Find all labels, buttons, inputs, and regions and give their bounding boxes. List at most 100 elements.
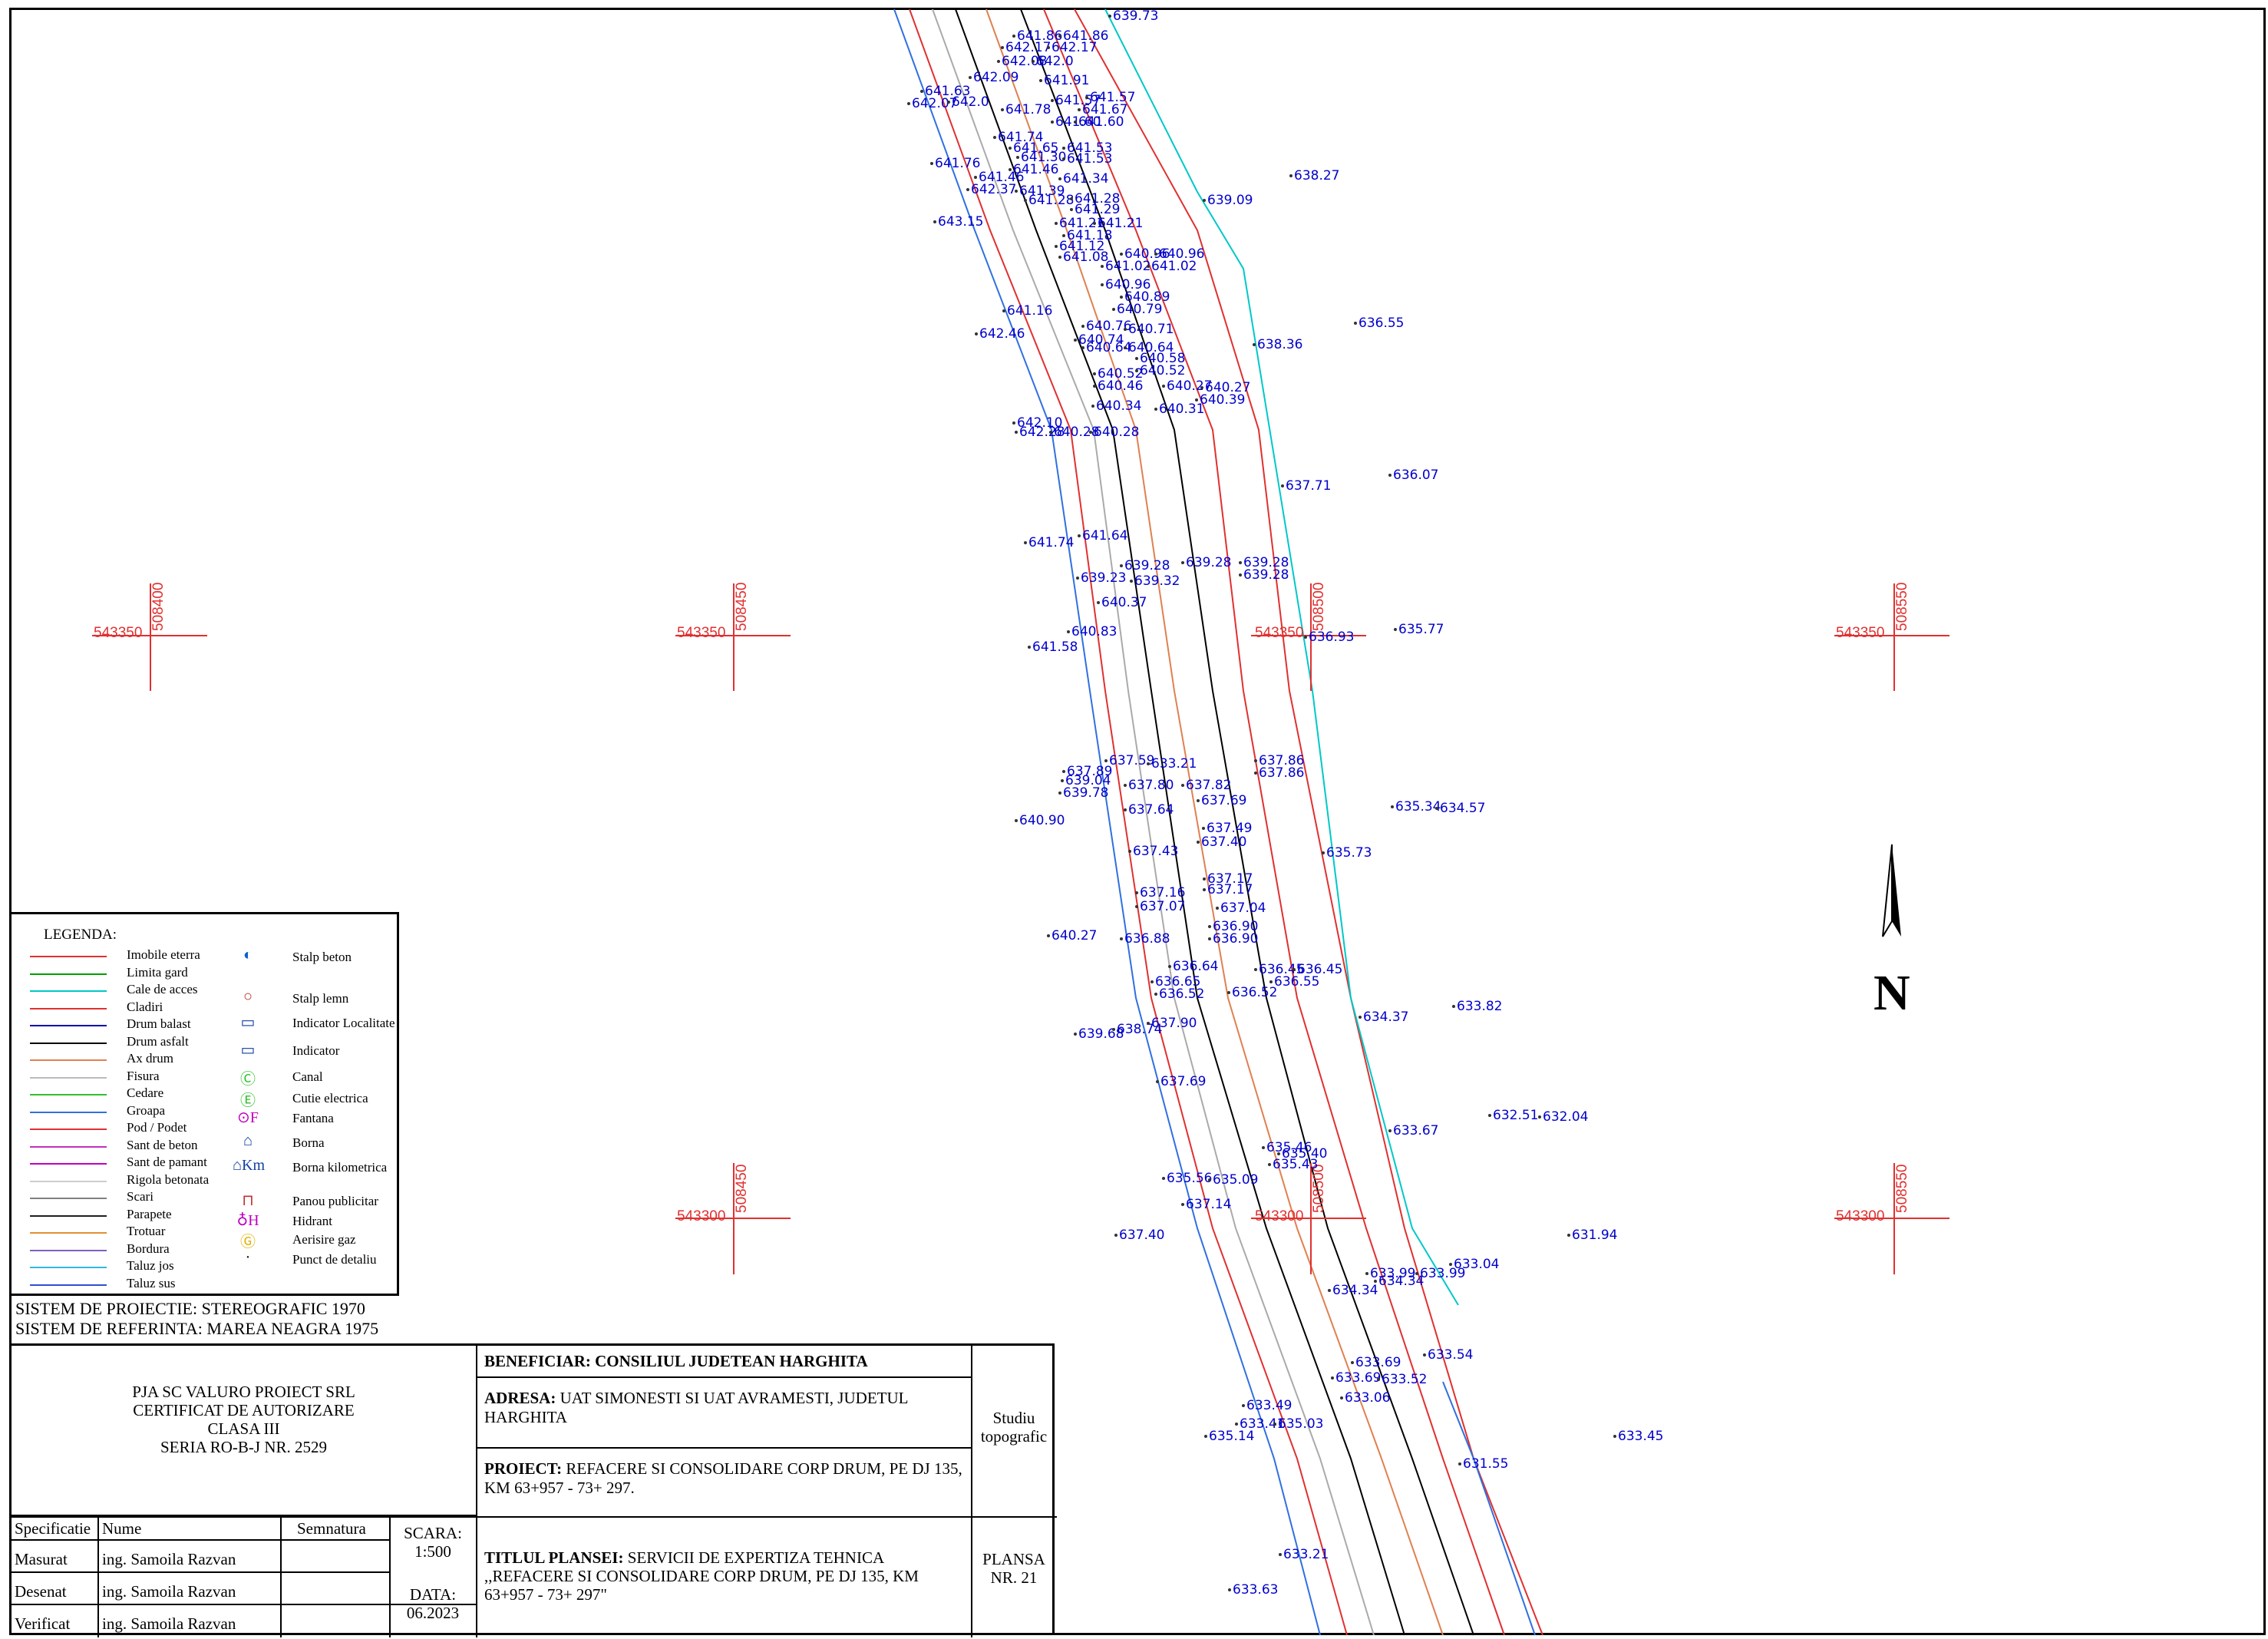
legend-line-swatch xyxy=(30,1214,107,1217)
legend-line-swatch xyxy=(30,1267,107,1268)
detail-point-marker xyxy=(1452,1005,1455,1008)
detail-point-marker xyxy=(1328,1289,1331,1292)
grid-northing-label: 543350 xyxy=(1255,625,1303,641)
spot-height-label: 636.55 xyxy=(1358,316,1404,331)
row-name: ing. Samoila Razvan xyxy=(102,1582,236,1601)
spot-height-label: 641.74 xyxy=(998,130,1043,145)
legend-symbol-label: Stalp beton xyxy=(292,950,352,964)
sign-icon: ▭ xyxy=(240,1042,256,1059)
detail-point-marker xyxy=(1015,819,1018,822)
signature-table: Specificatie Nume Semnatura Masurat ing.… xyxy=(12,1516,476,1637)
spot-height-label: 640.76 xyxy=(1086,319,1131,334)
spot-height-label: 638.74 xyxy=(1117,1022,1162,1037)
detail-point-marker xyxy=(1074,121,1077,124)
wooden-pole-icon: ○ xyxy=(243,988,253,1005)
detail-point-marker xyxy=(1388,1129,1392,1132)
spot-height-label: 633.41 xyxy=(1240,1416,1285,1432)
spot-height-label: 640.27 xyxy=(1051,928,1097,943)
spot-height-label: 640.28 xyxy=(1054,425,1099,440)
row-spec: Verificat xyxy=(15,1614,71,1633)
plate-number: PLANSA NR. 21 xyxy=(982,1550,1045,1587)
detail-point-marker xyxy=(1081,325,1084,328)
detail-point-marker xyxy=(1124,808,1127,811)
detail-point-marker xyxy=(1322,851,1325,854)
legend-line-swatch xyxy=(30,1076,107,1079)
spot-height-label: 642.17 xyxy=(1005,40,1051,55)
detail-point-marker xyxy=(1435,807,1438,810)
rigola-right xyxy=(1043,8,1505,1636)
detail-point-marker xyxy=(1154,408,1157,411)
hydrant-icon: ♁H xyxy=(236,1212,259,1229)
spot-height-label: 639.78 xyxy=(1063,785,1108,801)
drawing-frame xyxy=(9,8,2266,1635)
taluz-sus-left xyxy=(893,8,1321,1636)
detail-point-marker xyxy=(1394,628,1397,631)
detail-point-marker xyxy=(1015,431,1018,434)
spot-height-label: 639.28 xyxy=(1243,567,1289,583)
detail-point-marker xyxy=(1081,346,1084,349)
detail-point-marker xyxy=(974,176,977,179)
spot-height-label: 636.90 xyxy=(1213,919,1258,934)
detail-point-marker xyxy=(1067,630,1070,633)
spot-height-label: 640.31 xyxy=(1159,401,1204,417)
spot-height-label: 637.17 xyxy=(1207,882,1253,897)
company-name: PJA SC VALURO PROIECT SRL xyxy=(132,1383,355,1401)
legend-line-label: Sant de beton xyxy=(127,1137,198,1152)
detail-point-marker xyxy=(947,101,950,104)
detail-point-marker xyxy=(1340,1396,1343,1399)
spot-height-label: 641.67 xyxy=(1082,102,1127,117)
detail-point-marker xyxy=(1208,925,1211,928)
legend-line-label: Pod / Podet xyxy=(127,1120,187,1135)
detail-point-marker xyxy=(1047,934,1050,937)
legend-line-swatch xyxy=(30,1111,107,1113)
spot-height-label: 641.58 xyxy=(1032,639,1078,655)
spot-height-label: 639.04 xyxy=(1065,773,1111,788)
spot-height-label: 636.88 xyxy=(1124,931,1170,947)
spot-height-label: 633.49 xyxy=(1246,1398,1292,1413)
detail-point-marker xyxy=(1613,1435,1616,1438)
spot-height-label: 640.28 xyxy=(1094,425,1139,440)
spot-height-label: 635.09 xyxy=(1213,1172,1258,1188)
scale: SCARA: 1:500 xyxy=(404,1524,462,1561)
spot-height-label: 640.46 xyxy=(1098,378,1143,394)
detail-point-marker xyxy=(1449,1263,1452,1266)
spot-height-label: 640.74 xyxy=(1078,332,1124,348)
spot-height-label: 640.52 xyxy=(1098,366,1143,382)
spot-height-label: 633.82 xyxy=(1457,999,1502,1014)
gas-vent-icon: Ⓖ xyxy=(240,1234,256,1251)
detail-point-marker xyxy=(1009,147,1012,150)
spot-height-label: 639.09 xyxy=(1207,193,1253,208)
spot-height-label: 637.82 xyxy=(1186,778,1231,793)
road-lines xyxy=(893,8,1543,1636)
legend-symbol-label: Indicator Localitate xyxy=(292,1016,395,1030)
detail-point-marker xyxy=(1281,484,1284,487)
legend-symbol-label: Stalp lemn xyxy=(292,991,349,1006)
detail-point-marker xyxy=(1168,965,1171,968)
detail-point-marker xyxy=(1120,253,1123,256)
detail-point-marker xyxy=(1076,577,1079,580)
spot-height-label: 642.0 xyxy=(1036,54,1074,69)
detail-point-marker xyxy=(1012,35,1015,38)
detail-point-marker xyxy=(1047,46,1050,49)
detail-point-marker xyxy=(1253,343,1256,346)
detail-point-marker xyxy=(1292,968,1296,971)
spot-height-label: 633.99 xyxy=(1420,1266,1465,1281)
adresa: ADRESA: UAT SIMONESTI SI UAT AVRAMESTI, … xyxy=(484,1389,908,1426)
spot-height-label: 637.17 xyxy=(1207,871,1253,887)
header-name: Nume xyxy=(102,1519,142,1538)
spot-height-label: 640.83 xyxy=(1071,624,1117,639)
landmark-icon: ⌂ xyxy=(243,1132,253,1149)
legend-symbol-label: Borna xyxy=(292,1135,325,1150)
spot-height-label: 633.69 xyxy=(1355,1355,1401,1370)
spot-height-label: 640.34 xyxy=(1096,398,1141,414)
spot-height-label: 641.12 xyxy=(1059,239,1104,254)
detail-point-marker xyxy=(1388,474,1392,477)
spot-height-label: 641.86 xyxy=(1017,28,1062,44)
legend-symbol-label: Canal xyxy=(292,1069,323,1084)
legend-symbol-label: Punct de detaliu xyxy=(292,1252,377,1267)
detail-point-marker xyxy=(1351,1361,1354,1364)
spot-height-label: 641.65 xyxy=(1013,140,1058,156)
legend-line-label: Taluz jos xyxy=(127,1258,174,1273)
